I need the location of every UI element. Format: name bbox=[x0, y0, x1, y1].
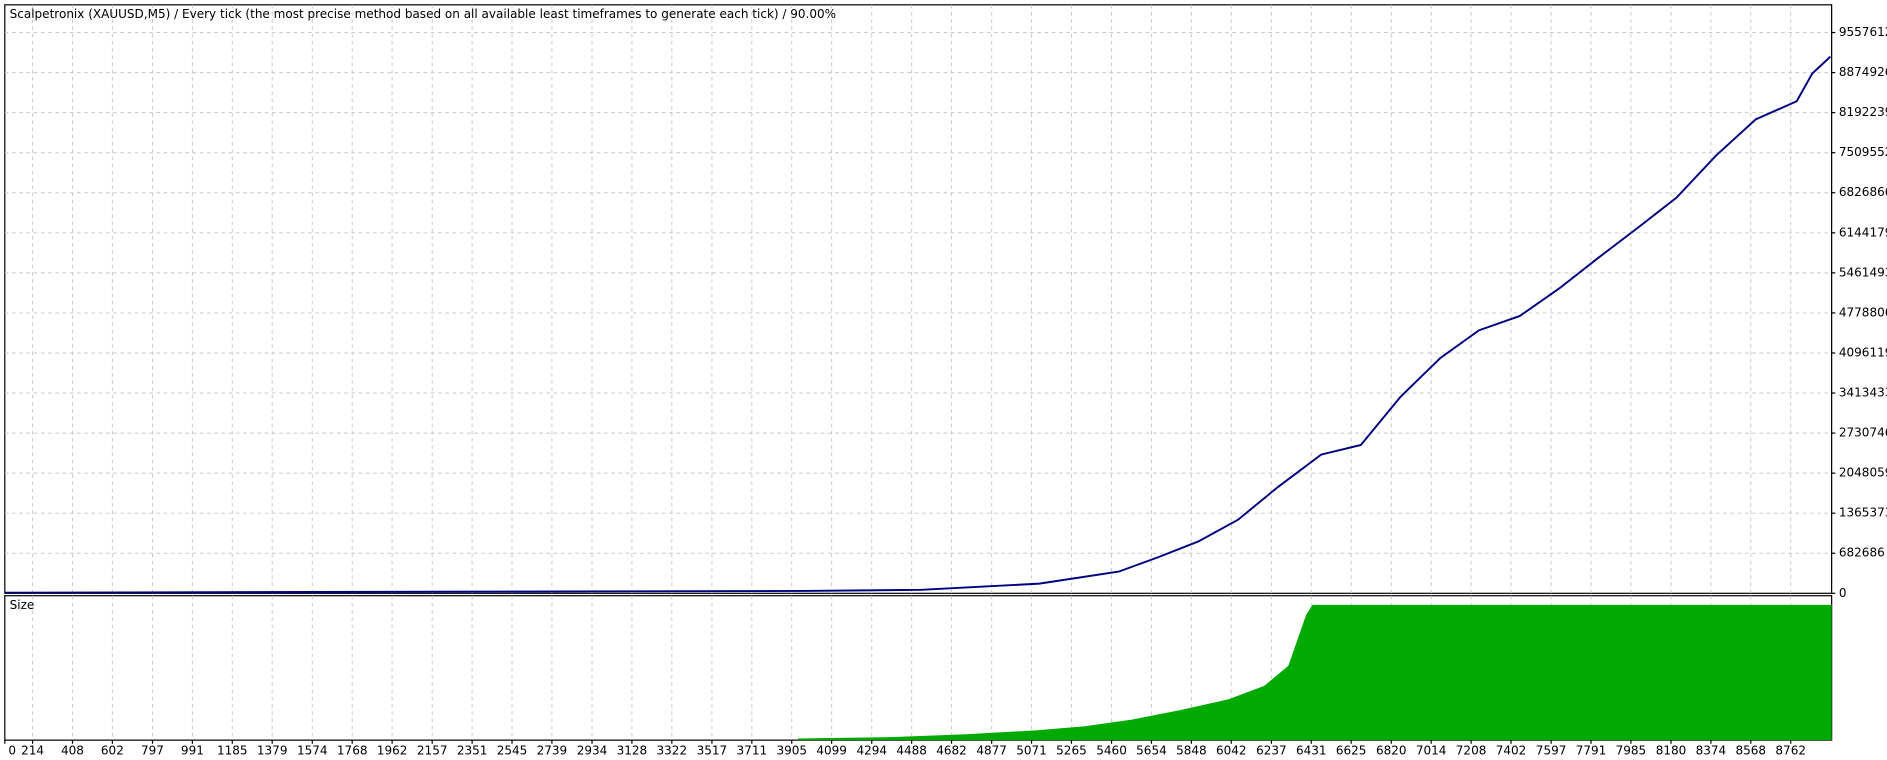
y-tick-label: 1365373 bbox=[1839, 506, 1887, 520]
x-tick-label: 0 bbox=[8, 743, 16, 757]
y-tick-label: 5461493 bbox=[1839, 265, 1887, 279]
x-tick-label: 7014 bbox=[1416, 743, 1447, 757]
y-tick-label: 4096119 bbox=[1839, 345, 1887, 359]
x-tick-label: 5265 bbox=[1056, 743, 1087, 757]
x-tick-label: 4099 bbox=[816, 743, 847, 757]
panel-frame bbox=[4, 4, 1833, 594]
x-tick-label: 4682 bbox=[936, 743, 967, 757]
y-tick-label: 0 bbox=[1839, 586, 1847, 600]
x-tick-label: 2545 bbox=[497, 743, 528, 757]
y-tick-label: 2730746 bbox=[1839, 426, 1887, 440]
x-tick-label: 6237 bbox=[1256, 743, 1287, 757]
x-tick-label: 7208 bbox=[1456, 743, 1487, 757]
x-tick-label: 2739 bbox=[537, 743, 568, 757]
x-tick-label: 4294 bbox=[856, 743, 887, 757]
y-tick-label: 6144179 bbox=[1839, 225, 1887, 239]
y-tick-label: 8874926 bbox=[1839, 65, 1887, 79]
x-tick-label: 7597 bbox=[1536, 743, 1567, 757]
x-tick-label: 408 bbox=[61, 743, 84, 757]
x-tick-label: 5848 bbox=[1176, 743, 1207, 757]
y-tick-label: 2048059 bbox=[1839, 466, 1887, 480]
y-tick-label: 7509552 bbox=[1839, 145, 1887, 159]
x-tick-label: 6431 bbox=[1296, 743, 1327, 757]
x-tick-label: 797 bbox=[141, 743, 164, 757]
x-tick-label: 3905 bbox=[776, 743, 807, 757]
x-tick-label: 3322 bbox=[657, 743, 688, 757]
x-tick-label: 2157 bbox=[417, 743, 448, 757]
x-tick-label: 4488 bbox=[896, 743, 927, 757]
x-tick-label: 7791 bbox=[1576, 743, 1607, 757]
x-tick-label: 2351 bbox=[457, 743, 488, 757]
x-tick-label: 8180 bbox=[1656, 743, 1687, 757]
x-tick-label: 6625 bbox=[1336, 743, 1367, 757]
x-tick-label: 991 bbox=[181, 743, 204, 757]
y-tick-label: 682686 bbox=[1839, 546, 1885, 560]
x-tick-label: 1574 bbox=[297, 743, 328, 757]
y-tick-label: 4778806 bbox=[1839, 305, 1887, 319]
x-tick-label: 5071 bbox=[1016, 743, 1047, 757]
y-tick-label: 8192239 bbox=[1839, 105, 1887, 119]
x-tick-label: 1379 bbox=[257, 743, 288, 757]
x-tick-label: 3128 bbox=[617, 743, 648, 757]
x-tick-label: 7985 bbox=[1616, 743, 1647, 757]
x-tick-label: 5654 bbox=[1136, 743, 1167, 757]
x-tick-label: 602 bbox=[101, 743, 124, 757]
y-tick-label: 6826866 bbox=[1839, 185, 1887, 199]
x-tick-label: 8568 bbox=[1736, 743, 1767, 757]
plot-area bbox=[798, 604, 1832, 741]
x-tick-label: 1768 bbox=[337, 743, 368, 757]
x-tick-label: 8762 bbox=[1775, 743, 1806, 757]
x-tick-label: 5460 bbox=[1096, 743, 1127, 757]
plot-area bbox=[4, 55, 1832, 594]
y-tick-label: 3413433 bbox=[1839, 386, 1887, 400]
panel-title: Size bbox=[10, 598, 35, 612]
x-tick-label: 6820 bbox=[1376, 743, 1407, 757]
y-tick-label: 9557612 bbox=[1839, 25, 1887, 39]
x-tick-label: 4877 bbox=[976, 743, 1007, 757]
x-tick-label: 214 bbox=[21, 743, 44, 757]
x-tick-label: 3711 bbox=[737, 743, 768, 757]
x-tick-label: 7402 bbox=[1496, 743, 1527, 757]
x-tick-label: 2934 bbox=[577, 743, 608, 757]
x-tick-label: 1185 bbox=[217, 743, 248, 757]
x-tick-label: 8374 bbox=[1696, 743, 1727, 757]
x-tick-label: 1962 bbox=[377, 743, 408, 757]
x-tick-label: 3517 bbox=[697, 743, 728, 757]
panel-title: Scalpetronix (XAUUSD,M5) / Every tick (t… bbox=[10, 7, 836, 21]
x-tick-label: 6042 bbox=[1216, 743, 1247, 757]
balance-line bbox=[4, 55, 1832, 594]
size-area bbox=[798, 604, 1832, 741]
